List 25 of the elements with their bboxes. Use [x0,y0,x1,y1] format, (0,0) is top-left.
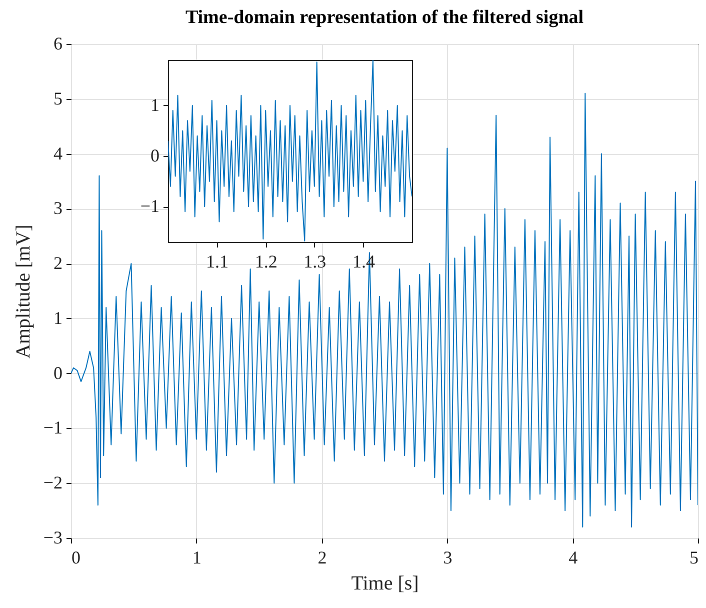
x-tick-label: 1.3 [304,252,326,272]
x-tick-label: 1.2 [254,252,278,272]
y-tick-label: 1 [150,95,160,115]
y-tick-label: 1 [54,308,62,328]
y-axis-title: Amplitude [mV] [12,224,34,358]
chart-title: Time-domain representation of the filtered signal [185,7,584,28]
x-tick-label: 1 [192,548,202,568]
line-series [71,92,698,528]
y-tick-label: 0 [150,146,160,166]
y-tick-label: 0 [54,362,62,383]
x-tick-label: 4 [568,548,578,568]
y-tick-label: 3 [54,198,62,218]
x-tick-label: 1.1 [206,252,229,272]
y-tick-label: −2 [43,472,62,493]
y-tick-label: −1 [43,418,62,438]
y-tick-label: 5 [54,88,62,108]
x-tick-label: 2 [318,548,327,568]
y-tick-label: −1 [140,196,160,216]
y-tick-label: 6 [54,34,62,54]
x-tick-label: 0 [72,548,80,568]
x-tick-label: 3 [443,548,452,568]
x-tick-label: 5 [690,548,698,568]
x-axis-title: Time [s] [351,572,419,594]
y-tick-label: −3 [43,528,62,548]
y-tick-label: 4 [54,143,62,164]
